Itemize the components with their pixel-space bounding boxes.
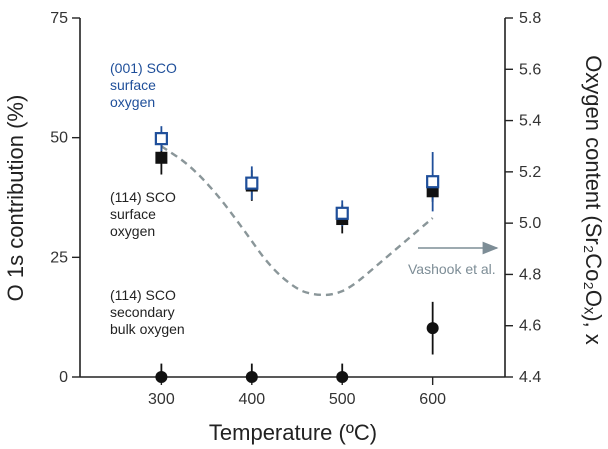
- point-bulk-300: [155, 371, 168, 383]
- annotation-114b-line-1: (114) SCO: [110, 287, 176, 303]
- x-tick-label-500: 500: [329, 391, 356, 408]
- marker-layer: [154, 132, 440, 383]
- reference-curve-layer: [160, 145, 434, 297]
- annotation-001-line-1: (001) SCO: [110, 60, 177, 76]
- right-tick-label-0: 4.4: [519, 369, 541, 386]
- left-tick-labels: 0 25 50 75: [50, 10, 68, 386]
- x-tick-label-300: 300: [148, 391, 175, 408]
- left-tick-label-75: 75: [50, 10, 68, 27]
- point-001-surface-600: [426, 175, 440, 189]
- annotation-114b-line-3: bulk oxygen: [110, 321, 185, 337]
- right-tick-label-2: 4.8: [519, 266, 541, 283]
- point-001-surface-300: [154, 132, 168, 146]
- annotation-114s-line-1: (114) SCO: [110, 189, 176, 205]
- left-axis-title: O 1s contribution (%): [3, 95, 28, 302]
- annotation-vashook: Vashook et al.: [408, 261, 496, 277]
- right-axis-title: Oxygen content (Sr₂Co₂Oₓ), x: [581, 55, 606, 345]
- annotation-114-bulk: (114) SCO secondary bulk oxygen: [110, 287, 185, 337]
- right-tick-label-3: 5.0: [519, 215, 541, 232]
- point-bulk-600: [426, 322, 439, 335]
- annotation-114s-line-3: oxygen: [110, 223, 155, 239]
- right-tick-label-4: 5.2: [519, 164, 541, 181]
- annotation-114b-line-2: secondary: [110, 304, 175, 320]
- right-tick-labels: 4.4 4.6 4.8 5.0 5.2 5.4 5.6 5.8: [519, 10, 541, 386]
- annotation-114s-line-2: surface: [110, 206, 156, 222]
- annotation-114-surface: (114) SCO surface oxygen: [110, 189, 180, 239]
- x-tick-label-400: 400: [238, 391, 265, 408]
- point-114-surface-300: [155, 151, 168, 164]
- error-bar-layer: [160, 126, 434, 377]
- annotation-001-surface: (001) SCO surface oxygen: [110, 60, 181, 110]
- annotation-001-line-3: oxygen: [110, 94, 155, 110]
- x-axis-title: Temperature (ºC): [209, 420, 377, 445]
- annotation-001-line-2: surface: [110, 77, 156, 93]
- left-tick-label-0: 0: [59, 369, 68, 386]
- right-tick-label-6: 5.6: [519, 61, 541, 78]
- right-tick-label-5: 5.4: [519, 113, 541, 130]
- point-001-surface-400: [245, 176, 259, 190]
- point-001-surface-500: [335, 206, 349, 220]
- left-tick-label-25: 25: [50, 249, 68, 266]
- point-bulk-400: [245, 371, 258, 383]
- x-tick-labels: 300 400 500 600: [148, 391, 446, 408]
- right-tick-label-7: 5.8: [519, 10, 541, 27]
- left-tick-label-50: 50: [50, 130, 68, 147]
- reference-curve-vashook: [160, 145, 434, 297]
- point-bulk-500: [336, 371, 349, 383]
- right-tick-label-1: 4.6: [519, 318, 541, 335]
- x-tick-label-600: 600: [419, 391, 446, 408]
